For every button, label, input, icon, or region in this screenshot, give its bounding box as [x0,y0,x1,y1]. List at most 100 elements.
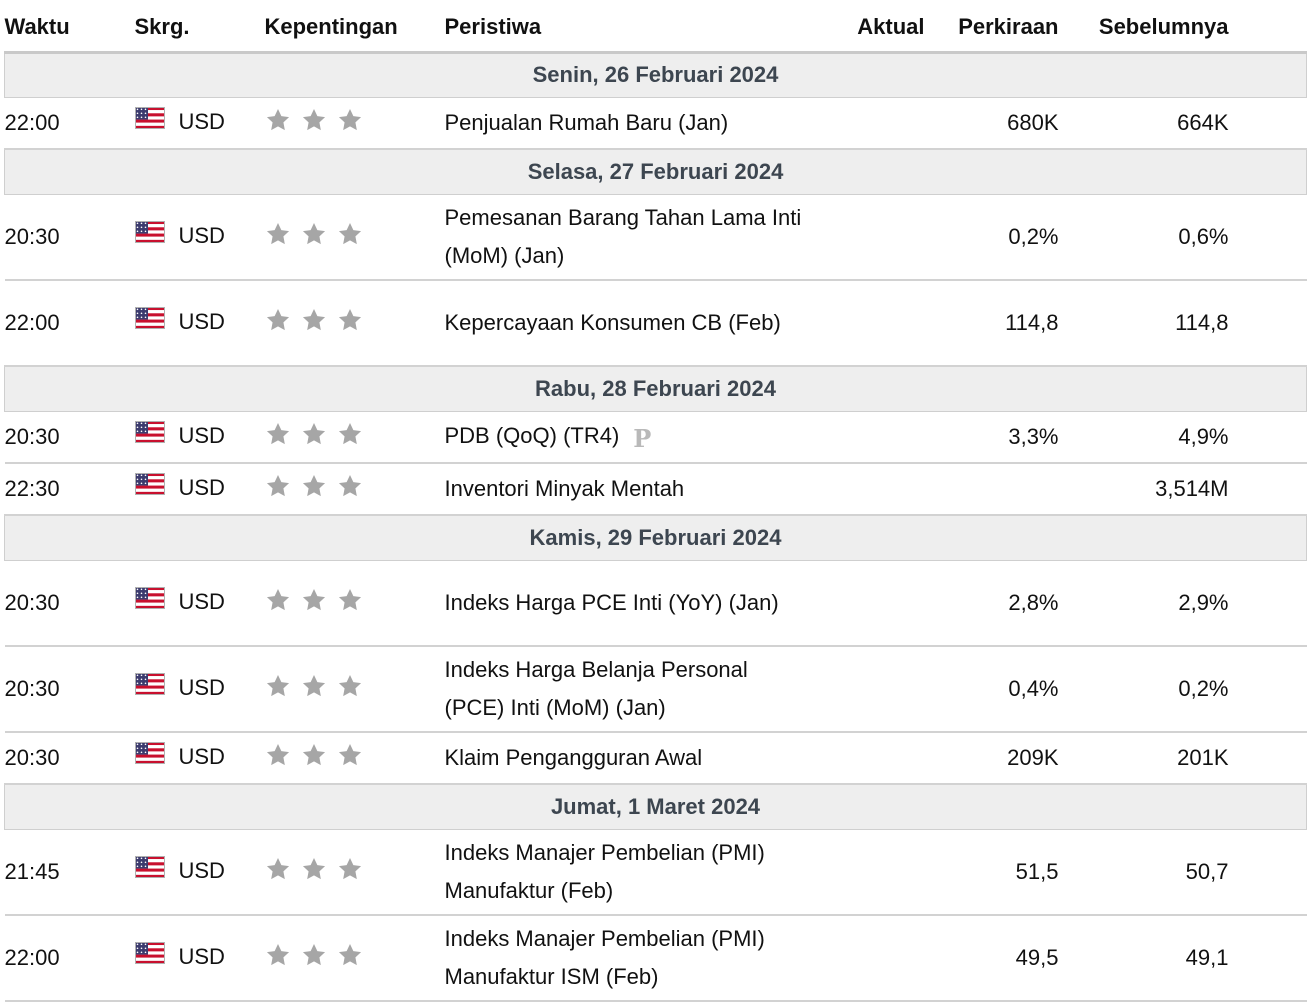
event-forecast: 49,5 [1015,945,1059,970]
currency-code: USD [178,743,225,769]
star-icon [337,221,363,253]
event-previous: 2,9% [1178,589,1229,615]
event-name-cell[interactable]: PDB (QoQ) (TR4) P [445,411,805,463]
day-label: Jumat, 1 Maret 2024 [4,784,1307,829]
event-actual [805,411,925,463]
event-name[interactable]: Indeks Harga PCE Inti (YoY) (Jan) [444,589,779,615]
event-name[interactable]: Indeks Manajer Pembelian (PMI) Manufaktu… [444,839,765,903]
row-spacer [1229,97,1307,149]
event-name-cell[interactable]: Indeks Harga PCE Inti (YoY) (Jan) [445,560,805,646]
table-row[interactable]: 22:00 USD Indeks Manajer Pembelian (PMI) M… [4,915,1307,1001]
day-header-row: Senin, 26 Februari 2024 [4,52,1307,97]
day-label: Kamis, 29 Februari 2024 [4,515,1307,560]
header-importance[interactable]: Kepentingan [264,14,398,40]
event-previous: 201K [1177,745,1229,770]
event-name-cell[interactable]: Kepercayaan Konsumen CB (Feb) [445,280,805,366]
event-forecast: 51,5 [1015,858,1059,884]
event-name-cell[interactable]: Penjualan Rumah Baru (Jan) [445,97,805,149]
preliminary-icon[interactable]: P [633,424,652,454]
event-time: 22:00 [4,109,60,135]
event-time: 20:30 [4,745,60,770]
star-icon [301,307,327,339]
star-icon [265,473,291,505]
star-icon [301,856,327,888]
event-name[interactable]: Klaim Pengangguran Awal [444,745,703,770]
event-name-cell[interactable]: Pemesanan Barang Tahan Lama Inti (MoM) (… [445,194,805,280]
table-row[interactable]: 20:30 USD Pemesanan Barang Tahan Lama Inti… [4,194,1307,280]
event-name-cell[interactable]: Indeks Harga Belanja Personal (PCE) Inti… [445,646,805,732]
event-time: 20:30 [4,676,60,701]
table-row[interactable]: 20:30 USD Indeks Harga PCE Inti (YoY) (Jan… [4,560,1307,646]
event-currency-cell: USD [134,829,265,915]
row-spacer [1229,732,1307,784]
event-name[interactable]: Kepercayaan Konsumen CB (Feb) [444,310,781,335]
star-icon [337,673,363,705]
event-name[interactable]: Indeks Harga Belanja Personal (PCE) Inti… [444,657,748,720]
table-row[interactable]: 22:00 USD Kepercayaan Konsumen CB (Feb) 114… [4,280,1307,366]
us-flag-icon [134,106,165,135]
event-currency-cell: USD [134,915,265,1001]
us-flag-icon [134,473,165,501]
currency-code: USD [178,857,225,883]
event-currency-cell: USD [134,646,265,732]
event-time: 22:30 [4,476,60,501]
row-spacer [1229,646,1307,732]
currency-code: USD [178,308,225,334]
star-icon [337,587,363,619]
event-name[interactable]: Penjualan Rumah Baru (Jan) [444,109,729,135]
header-forecast[interactable]: Perkiraan [958,14,1059,40]
header-previous[interactable]: Sebelumnya [1098,14,1229,40]
event-currency-cell: USD [134,194,265,280]
currency-code: USD [178,588,225,614]
event-name[interactable]: Pemesanan Barang Tahan Lama Inti (MoM) (… [444,204,802,268]
event-forecast: 0,4% [1008,676,1059,701]
event-previous: 49,1 [1185,945,1229,970]
table-row[interactable]: 22:30 USD Inventori Minyak Mentah 3,514M [4,463,1307,515]
importance-stars [265,829,445,915]
event-currency-cell: USD [134,560,265,646]
event-actual [805,280,925,366]
header-spacer [1229,4,1307,52]
importance-stars [265,411,445,463]
event-name[interactable]: PDB (QoQ) (TR4) [444,423,620,449]
event-name-cell[interactable]: Indeks Manajer Pembelian (PMI) Manufaktu… [445,829,805,915]
header-event[interactable]: Peristiwa [444,14,542,40]
event-actual [805,194,925,280]
importance-stars [265,97,445,149]
event-actual [805,732,925,784]
header-currency[interactable]: Skrg. [134,14,190,40]
header-actual[interactable]: Aktual [857,14,925,40]
table-row[interactable]: 20:30 USD Indeks Harga Belanja Personal (P… [4,646,1307,732]
importance-stars [265,915,445,1001]
event-name-cell[interactable]: Klaim Pengangguran Awal [445,732,805,784]
event-name[interactable]: Inventori Minyak Mentah [444,476,685,501]
us-flag-icon [134,673,165,701]
star-icon [337,942,363,974]
day-header-row: Rabu, 28 Februari 2024 [4,366,1307,411]
row-spacer [1229,560,1307,646]
event-actual [805,463,925,515]
currency-code: USD [178,474,225,500]
table-row[interactable]: 20:30 USD Klaim Pengangguran Awal 209K 201K [4,732,1307,784]
row-spacer [1229,829,1307,915]
economic-calendar-table: Waktu Skrg. Kepentingan Peristiwa Aktual… [4,4,1307,1002]
day-label: Senin, 26 Februari 2024 [4,52,1307,97]
table-row[interactable]: 21:45 USD Indeks Manajer Pembelian (PMI) M… [4,829,1307,915]
event-actual [805,829,925,915]
event-name-cell[interactable]: Inventori Minyak Mentah [445,463,805,515]
table-row[interactable]: 22:00 USD Penjualan Rumah Baru (Jan) 680K 66… [4,97,1307,149]
event-name[interactable]: Indeks Manajer Pembelian (PMI) Manufaktu… [444,926,765,989]
event-forecast: 3,3% [1008,423,1059,449]
star-icon [265,742,291,774]
importance-stars [265,560,445,646]
event-name-cell[interactable]: Indeks Manajer Pembelian (PMI) Manufaktu… [445,915,805,1001]
event-actual [805,646,925,732]
event-currency-cell: USD [134,280,265,366]
header-time[interactable]: Waktu [4,14,70,40]
star-icon [265,421,291,453]
star-icon [301,942,327,974]
star-icon [337,307,363,339]
importance-stars [265,732,445,784]
table-row[interactable]: 20:30 USD PDB (QoQ) (TR4) P 3,3% 4,9% [4,411,1307,463]
day-header-row: Jumat, 1 Maret 2024 [4,784,1307,829]
